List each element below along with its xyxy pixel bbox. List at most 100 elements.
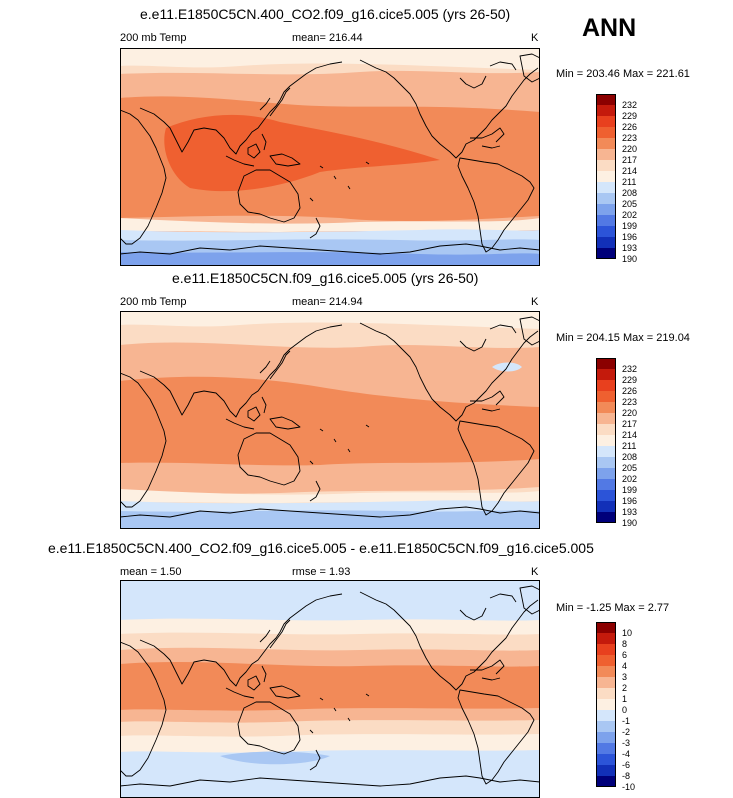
colorbar-swatch [596, 699, 616, 711]
coastline [259, 619, 291, 649]
panel-3-units: K [531, 566, 539, 578]
colorbar-label: 196 [622, 495, 638, 506]
panel-1-variable-label: 200 mb Temp [120, 32, 187, 44]
map-frame [120, 311, 540, 529]
panel-3-map [120, 580, 540, 798]
coastline [237, 432, 301, 486]
panel-2-map [120, 311, 540, 529]
colorbar-swatch [596, 435, 616, 447]
colorbar-border [596, 622, 616, 787]
colorbar-swatch [596, 644, 616, 656]
map-frame [120, 48, 540, 266]
coastline [139, 61, 343, 155]
coastline [309, 749, 321, 771]
colorbar-label: 232 [622, 99, 638, 110]
coastline [470, 390, 505, 412]
colorbar-border [596, 94, 616, 259]
colorbar-label: 211 [622, 440, 637, 451]
colorbar-label: 217 [622, 154, 638, 165]
panel-3-title: e.e11.E1850C5CN.400_CO2.f09_g16.cice5.00… [48, 540, 594, 556]
coastline [459, 324, 517, 352]
colorbar-label: 211 [622, 176, 637, 187]
coastline [309, 217, 321, 239]
colorbar-swatch [596, 721, 616, 733]
colorbar-label: 220 [622, 407, 638, 418]
coastline [225, 143, 301, 167]
colorbar-swatch [596, 380, 616, 392]
coastline [120, 372, 167, 508]
coastline [309, 480, 321, 502]
contour-band [120, 662, 540, 711]
colorbar-label: -10 [622, 781, 636, 792]
colorbar-label: 2 [622, 682, 628, 693]
panel-2-units: K [531, 296, 539, 308]
colorbar-label: 205 [622, 462, 638, 473]
colorbar-label: 223 [622, 132, 638, 143]
colorbar-swatch [596, 127, 616, 139]
colorbar-label: 202 [622, 473, 638, 484]
colorbar-label: -1 [622, 715, 631, 726]
colorbar-label: 193 [622, 506, 638, 517]
colorbar-swatch [596, 116, 616, 128]
colorbar-swatch [596, 732, 616, 744]
colorbar-label: 0 [622, 704, 628, 715]
colorbar-swatch [596, 149, 616, 161]
contour-band [220, 751, 330, 765]
colorbar-swatch [596, 193, 616, 205]
colorbar-label: -2 [622, 726, 631, 737]
coastline [120, 775, 540, 787]
colorbar-swatch [596, 666, 616, 678]
colorbar-label: 190 [622, 517, 638, 528]
colorbar-swatch [596, 105, 616, 117]
coastline [139, 324, 343, 418]
panel-3-rmse-label: rmse = 1.93 [292, 566, 351, 578]
coastline [139, 593, 343, 687]
panel-1-units: K [531, 32, 539, 44]
panel-1-minmax: Min = 203.46 Max = 221.61 [556, 68, 690, 80]
coastline [259, 350, 291, 380]
colorbar-swatch [596, 413, 616, 425]
coastline [120, 109, 167, 245]
panel-1-map [120, 48, 540, 266]
colorbar-label: 199 [622, 484, 638, 495]
colorbar-swatch [596, 391, 616, 403]
colorbar-swatch [596, 424, 616, 436]
contour-band [120, 311, 540, 329]
panel-1-title: e.e11.E1850C5CN.400_CO2.f09_g16.cice5.00… [140, 6, 511, 22]
colorbar-swatch [596, 138, 616, 150]
colorbar-swatch [596, 248, 616, 259]
colorbar-label: 229 [622, 374, 638, 385]
coastline [309, 424, 370, 465]
colorbar-label: 214 [622, 429, 638, 440]
colorbar-label: -4 [622, 748, 631, 759]
contour-band [120, 510, 540, 529]
coastline [225, 406, 301, 430]
coastline [457, 689, 535, 785]
colorbar-label: 232 [622, 363, 638, 374]
panel-2-mean-label: mean= 214.94 [292, 296, 363, 308]
colorbar-label: 226 [622, 385, 638, 396]
contour-band [120, 376, 540, 466]
colorbar-swatch [596, 369, 616, 381]
contour-band [164, 114, 441, 192]
colorbar-swatch [596, 446, 616, 458]
colorbar-label: 10 [622, 627, 633, 638]
colorbar-label: 1 [622, 693, 628, 704]
colorbar-swatch [596, 490, 616, 502]
colorbar-label: -6 [622, 759, 631, 770]
colorbar-swatch [596, 512, 616, 523]
colorbar-label: 223 [622, 396, 638, 407]
panel-3-mean-label: mean = 1.50 [120, 566, 182, 578]
colorbar-label: 196 [622, 231, 638, 242]
coastline [457, 420, 535, 516]
coastline [359, 59, 539, 159]
colorbar-swatch [596, 754, 616, 766]
coastline [519, 585, 540, 615]
colorbar-swatch [596, 677, 616, 689]
colorbar-swatch [596, 633, 616, 645]
panel-1-colorbar [596, 94, 616, 259]
colorbar-swatch [596, 743, 616, 755]
colorbar-swatch [596, 94, 616, 106]
colorbar-label: 214 [622, 165, 638, 176]
colorbar-swatch [596, 215, 616, 227]
